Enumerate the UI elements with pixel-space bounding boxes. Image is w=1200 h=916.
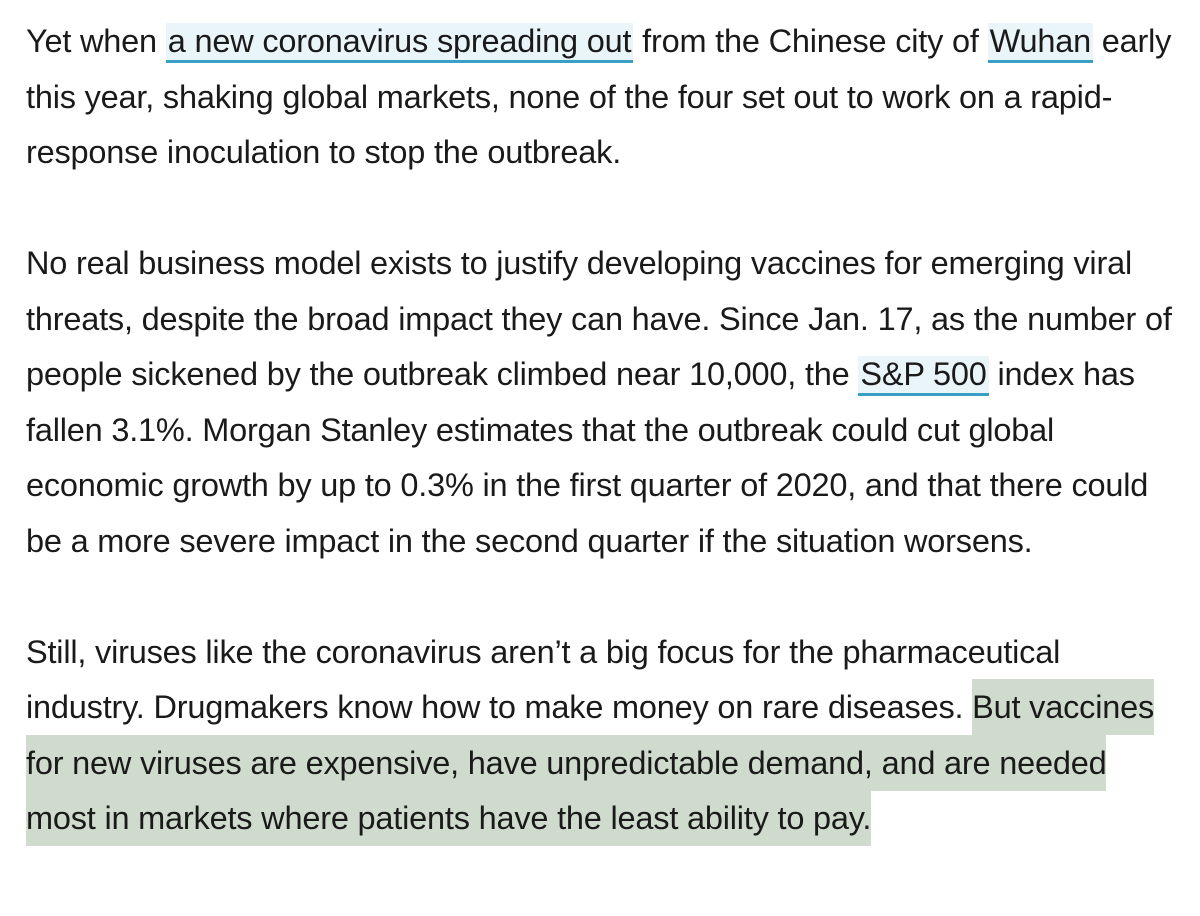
paragraph-2-text: No real business model exists to justify…	[26, 245, 1172, 392]
link-wuhan[interactable]: Wuhan	[987, 23, 1093, 63]
paragraph-2-text: index has fallen 3.1%. Morgan Stanley es…	[26, 356, 1149, 559]
paragraph-1-text: from the Chinese city of	[633, 23, 988, 59]
paragraph-3-text: Still, viruses like the coronavirus aren…	[26, 633, 1061, 726]
paragraph-1-text: early this year, shaking global markets,…	[26, 23, 1172, 170]
paragraph-2: No real business model exists to justify…	[26, 236, 1176, 569]
paragraph-1: Yet when a new coronavirus spreading out…	[26, 14, 1176, 181]
paragraph-1-text: Yet when	[26, 23, 166, 59]
link-new-coronavirus[interactable]: a new coronavirus spreading out	[165, 23, 634, 63]
paragraph-3: Still, viruses like the coronavirus aren…	[26, 625, 1176, 847]
article-body: Yet when a new coronavirus spreading out…	[26, 14, 1176, 902]
link-sp-500[interactable]: S&P 500	[858, 356, 989, 396]
